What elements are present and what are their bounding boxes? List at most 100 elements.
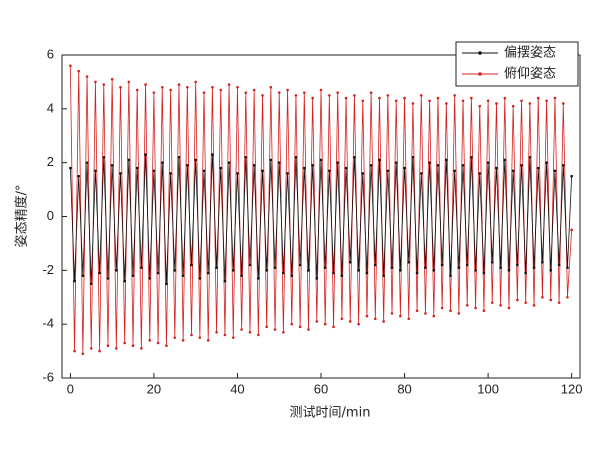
series-point: [190, 333, 193, 337]
series-point: [85, 161, 89, 164]
series-point: [248, 330, 252, 334]
series-point: [570, 228, 573, 232]
series-point: [528, 102, 532, 105]
series-line: [69, 154, 573, 284]
series-point: [328, 169, 331, 173]
series-point: [524, 271, 527, 275]
series-point: [110, 164, 114, 167]
series-point: [411, 155, 415, 159]
series-point: [119, 172, 122, 175]
series-point: [495, 102, 498, 105]
series-point: [202, 91, 206, 94]
series-point: [357, 322, 360, 326]
series-point: [186, 86, 189, 89]
series-point: [566, 266, 569, 269]
series-point: [432, 314, 436, 318]
series-point: [340, 317, 344, 321]
series-point: [81, 274, 85, 278]
series-point: [374, 317, 377, 321]
series-point: [148, 277, 152, 280]
series-point: [248, 263, 252, 267]
series-point: [290, 322, 294, 326]
series-point: [227, 83, 231, 86]
series-point: [436, 164, 440, 167]
series-point: [478, 104, 482, 108]
series-point: [374, 263, 377, 267]
series-point: [319, 88, 323, 92]
series-point: [81, 352, 85, 356]
series-point: [240, 274, 243, 278]
series-point: [231, 269, 235, 272]
series-point: [257, 333, 260, 337]
series-point: [445, 158, 448, 162]
series-point: [98, 349, 101, 353]
series-point: [244, 155, 248, 159]
series-point: [73, 279, 76, 283]
series-point: [474, 269, 477, 272]
series-point: [123, 341, 126, 345]
series-point: [403, 166, 406, 170]
series-point: [470, 155, 473, 159]
series-point: [332, 271, 335, 275]
series-point: [361, 172, 365, 175]
series-point: [394, 99, 398, 103]
series-point: [478, 172, 482, 175]
series-point: [482, 309, 486, 313]
series-point: [532, 304, 536, 307]
series-point: [127, 80, 131, 84]
series-point: [152, 169, 156, 173]
series-point: [449, 274, 452, 278]
series-point: [211, 86, 214, 89]
series-point: [211, 153, 214, 156]
x-axis-label: 测试时间/min: [290, 406, 371, 421]
series-point: [482, 271, 486, 275]
series-point: [357, 269, 360, 272]
series-point: [348, 320, 352, 323]
series-point: [123, 279, 126, 283]
series-point: [252, 164, 256, 167]
series-point: [110, 77, 114, 81]
series-point: [465, 263, 469, 267]
series-point: [328, 94, 331, 97]
series-point: [206, 339, 210, 342]
x-tick-label: 80: [397, 381, 411, 396]
series-point: [407, 317, 411, 321]
series-point: [353, 94, 356, 97]
y-axis-label: 姿态精度/°: [14, 185, 30, 248]
y-tick-label: 4: [47, 100, 54, 115]
series-point: [261, 169, 264, 173]
x-tick-label: 40: [230, 381, 244, 396]
y-tick-label: 2: [47, 154, 54, 169]
series-point: [269, 86, 273, 89]
series-point: [165, 344, 168, 348]
series-point: [323, 266, 327, 269]
series-point: [77, 174, 81, 178]
series-point: [528, 155, 532, 159]
y-tick-label: 6: [47, 46, 54, 61]
series-point: [140, 347, 143, 350]
series-point: [336, 161, 340, 164]
series-point: [277, 91, 281, 94]
series-point: [282, 330, 285, 334]
series-point: [419, 94, 423, 97]
series-point: [507, 269, 511, 272]
series-point: [399, 269, 402, 272]
series-point: [490, 260, 494, 264]
series-point: [419, 172, 423, 175]
series-point: [215, 330, 218, 334]
series-point: [411, 102, 415, 105]
series-point: [273, 328, 277, 331]
series-point: [553, 96, 557, 100]
series-point: [106, 277, 110, 280]
series-point: [315, 277, 319, 280]
series-point: [307, 328, 310, 331]
series-point: [390, 312, 394, 315]
series-point: [89, 347, 93, 350]
series-point: [102, 83, 106, 86]
series-point: [252, 88, 256, 92]
legend-label: 俯仰姿态: [504, 66, 556, 82]
series-point: [386, 169, 390, 173]
series-point: [361, 99, 365, 103]
series-point: [436, 96, 440, 100]
series-point: [102, 155, 106, 159]
